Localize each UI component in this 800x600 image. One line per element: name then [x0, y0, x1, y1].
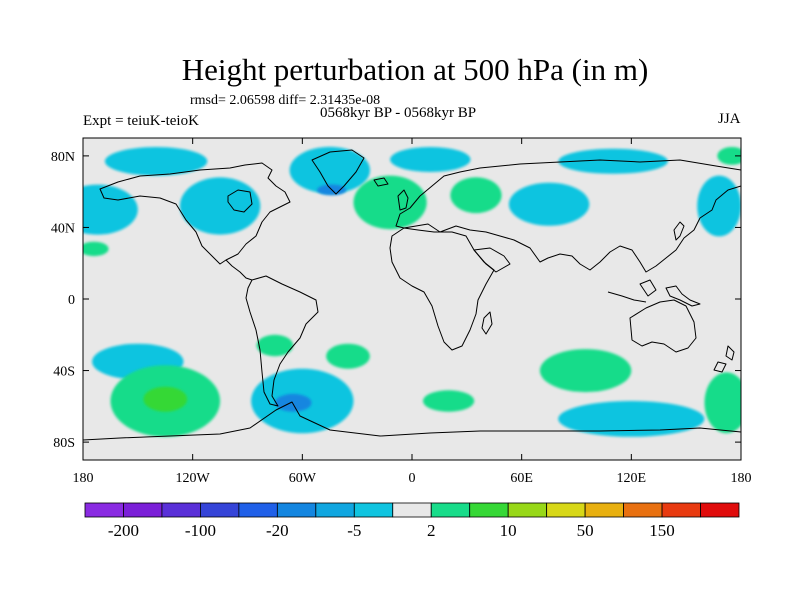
- experiment-label: Expt = teiuK-teioK: [83, 113, 199, 129]
- anomaly-siberia-negative: [508, 182, 590, 226]
- colorbar-box: [123, 502, 163, 518]
- map-area: [83, 138, 741, 460]
- colorbar-box: [200, 502, 240, 518]
- colorbar-box: [430, 502, 471, 518]
- y-tick-label: 80N: [51, 150, 75, 165]
- colorbar-box: [700, 502, 740, 518]
- x-tick-label: 180: [731, 471, 752, 486]
- x-axis: 180 120W 60W 0 60E 120E 180: [73, 138, 752, 486]
- colorbar-label: -5: [347, 521, 361, 540]
- time-period-label: 0568kyr BP - 0568kyr BP: [320, 105, 477, 121]
- anomaly-greenland-negative: [289, 146, 370, 194]
- anomaly-subtropical-pacific-positive: [83, 241, 109, 257]
- y-tick-label: 0: [68, 293, 75, 308]
- anomaly-arctic-asia-negative: [558, 148, 668, 174]
- colorbar-box: [392, 502, 432, 518]
- colorbar-label: -100: [185, 521, 216, 540]
- colorbar-box: [507, 502, 548, 518]
- anomaly-new-zealand-positive: [704, 372, 741, 434]
- x-tick-label: 60W: [289, 471, 317, 486]
- anomaly-fields: [83, 146, 741, 437]
- colorbar-label: -200: [108, 521, 139, 540]
- colorbar-label: 50: [577, 521, 594, 540]
- colorbar-label: 2: [427, 521, 436, 540]
- x-tick-label: 120E: [617, 471, 647, 486]
- anomaly-north-atlantic-positive: [353, 175, 427, 230]
- anomaly-south-pacific-core-positive: [143, 386, 188, 412]
- anomaly-south-indian-positive: [539, 349, 632, 393]
- colorbar-box: [84, 502, 124, 518]
- x-tick-label: 120W: [176, 471, 211, 486]
- colorbar-label: -20: [266, 521, 289, 540]
- colorbar-box: [353, 502, 394, 518]
- anomaly-arctic-europe-negative: [390, 147, 471, 172]
- y-tick-label: 40N: [51, 221, 75, 236]
- coastlines: [83, 149, 741, 441]
- chart-title: Height perturbation at 500 hPa (in m): [181, 52, 649, 87]
- y-axis: 80N 40N 0 40S 80S: [51, 150, 741, 451]
- anomaly-aleutian-positive: [717, 147, 741, 165]
- colorbar-box: [546, 502, 586, 518]
- colorbar-box: [661, 502, 701, 518]
- rmsd-diff-stats: rmsd= 2.06598 diff= 2.31435e-08: [190, 93, 381, 108]
- colorbar: -200 -100 -20 -5 2 10 50 150: [84, 502, 740, 540]
- colorbar-label: 10: [500, 521, 517, 540]
- x-tick-label: 180: [73, 471, 94, 486]
- y-tick-label: 80S: [53, 436, 75, 451]
- colorbar-box: [623, 502, 663, 518]
- colorbar-box: [315, 502, 355, 518]
- anomaly-drake-core-negative: [274, 393, 312, 412]
- anomaly-south-atlantic-positive: [326, 343, 370, 369]
- colorbar-box: [469, 502, 509, 518]
- anomaly-scandinavia-positive: [450, 177, 502, 214]
- anomaly-south-atlantic-east-positive: [423, 390, 475, 412]
- anomaly-southeast-pacific-positive: [256, 334, 294, 357]
- x-tick-label: 60E: [510, 471, 533, 486]
- anomaly-kamchatka-negative: [697, 175, 741, 237]
- season-label: JJA: [718, 111, 741, 127]
- colorbar-box: [238, 502, 278, 518]
- x-tick-label: 0: [409, 471, 416, 486]
- colorbar-label: 150: [649, 521, 675, 540]
- anomaly-antarctic-indian-negative: [558, 401, 705, 437]
- anomaly-north-pacific-negative: [83, 184, 138, 235]
- colorbar-box: [161, 502, 201, 518]
- anomaly-arctic-pacific-negative: [104, 147, 208, 176]
- colorbar-box: [584, 502, 624, 518]
- anomaly-hudson-negative: [179, 177, 261, 235]
- y-tick-label: 40S: [53, 365, 75, 380]
- colorbar-box: [276, 502, 317, 518]
